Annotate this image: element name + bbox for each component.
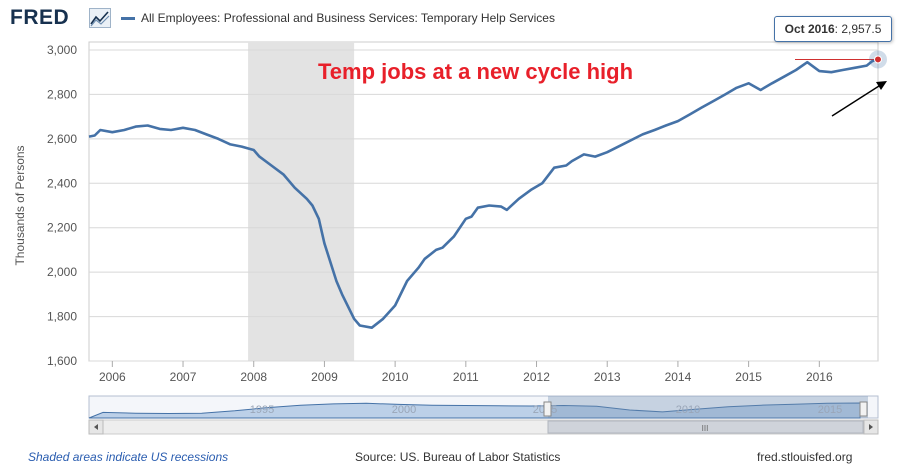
scrollbar-grip: III (702, 424, 709, 433)
navigator-selected-range[interactable] (548, 396, 868, 418)
scroll-right-arrow-icon (869, 424, 873, 430)
header-bar: FRED All Employees: Professional and Bus… (0, 0, 897, 36)
navigator-tick-label: 2010 (676, 404, 700, 416)
series-legend[interactable]: All Employees: Professional and Business… (121, 11, 555, 25)
recession-shade (248, 42, 355, 361)
x-tick-label: 2012 (523, 370, 550, 384)
series-line[interactable] (88, 58, 879, 330)
x-tick-label: 2006 (99, 370, 126, 384)
y-tick-label: 2,000 (47, 265, 77, 279)
recession-note: Shaded areas indicate US recessions (28, 450, 229, 464)
annotation-text: Temp jobs at a new cycle high (318, 59, 633, 84)
source-note[interactable]: Source: US. Bureau of Labor Statistics (355, 450, 561, 464)
x-tick-label: 2009 (311, 370, 338, 384)
x-tick-label: 2015 (735, 370, 762, 384)
value-tooltip: Oct 2016: 2,957.5 (774, 16, 892, 42)
tooltip-separator: : (834, 22, 842, 36)
tooltip-date: Oct 2016 (784, 22, 835, 36)
data-point-marker[interactable] (874, 55, 882, 64)
navigator-tick-label: 2000 (392, 404, 416, 416)
fred-logo[interactable]: FRED (10, 6, 70, 29)
tooltip-value: 2,957.5 (841, 22, 882, 36)
y-tick-label: 2,400 (47, 176, 77, 190)
navigator-tick-label: 2015 (818, 404, 842, 416)
x-tick-label: 2008 (240, 370, 267, 384)
x-tick-label: 2011 (453, 370, 479, 384)
plot-background (88, 41, 879, 362)
x-tick-label: 2010 (382, 370, 409, 384)
y-tick-label: 3,000 (47, 43, 77, 57)
site-link[interactable]: fred.stlouisfed.org (757, 450, 853, 464)
series-title: All Employees: Professional and Business… (141, 11, 555, 25)
scrollbar-thumb[interactable] (547, 420, 864, 434)
y-tick-label: 1,600 (47, 354, 77, 368)
y-tick-label: 1,800 (47, 310, 77, 324)
navigator-right-handle[interactable] (859, 401, 868, 417)
y-axis-title: Thousands of Persons (13, 145, 27, 265)
legend-line-swatch (121, 16, 135, 20)
navigator-tick-label: 1995 (250, 404, 274, 416)
chart-logo-icon (89, 8, 111, 28)
x-tick-label: 2016 (806, 370, 833, 384)
scroll-left-arrow-icon (94, 424, 98, 430)
plot-area: 1,600 1,800 2,000 2,200 2,400 2,600 2,800 3,000… (13, 41, 887, 384)
x-tick-label: 2013 (594, 370, 621, 384)
y-tick-label: 2,200 (47, 221, 77, 235)
navigator[interactable]: 19952000200520102015III (88, 395, 879, 435)
x-tick-label: 2014 (665, 370, 692, 384)
y-tick-label: 2,600 (47, 132, 77, 146)
navigator-left-handle[interactable] (543, 401, 552, 417)
y-tick-label: 2,800 (47, 87, 77, 101)
arrow-line (831, 85, 880, 117)
navigator-series-area (88, 402, 861, 419)
arrow-head (876, 81, 887, 90)
x-tick-label: 2007 (170, 370, 197, 384)
